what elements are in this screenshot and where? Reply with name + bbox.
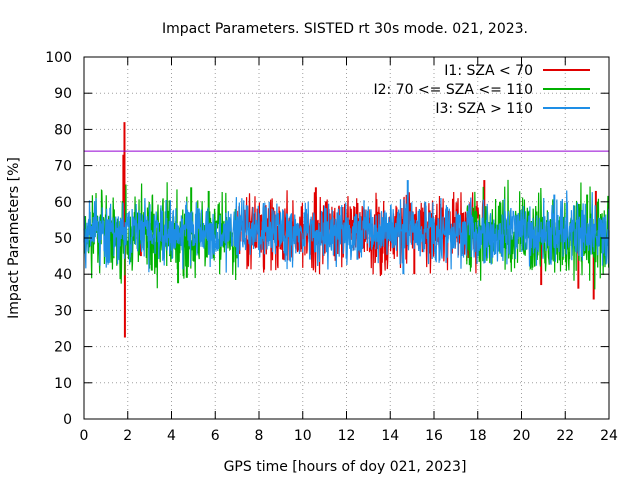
y-tick-label: 80 [54,122,72,138]
x-tick-label: 8 [255,428,264,444]
y-tick-label: 0 [63,412,72,428]
y-tick-label: 40 [54,267,72,283]
series-layer [83,122,610,338]
x-tick-label: 18 [469,428,487,444]
x-tick-label: 22 [556,428,574,444]
x-tick-label: 20 [513,428,531,444]
y-tick-label: 90 [54,86,72,102]
y-tick-label: 100 [45,50,72,66]
x-tick-label: 24 [600,428,618,444]
x-tick-label: 2 [123,428,132,444]
x-tick-label: 0 [80,428,89,444]
series-3 [83,180,610,275]
legend-label: I1: SZA < 70 [444,63,533,79]
x-tick-label: 10 [294,428,312,444]
y-tick-label: 60 [54,195,72,211]
legend-label: I2: 70 <= SZA <= 110 [373,82,533,98]
y-tick-label: 70 [54,159,72,175]
y-tick-label: 30 [54,303,72,319]
legend-label: I3: SZA > 110 [435,101,533,117]
y-tick-label: 50 [54,231,72,247]
x-axis-label: GPS time [hours of doy 021, 2023] [224,459,467,475]
x-tick-label: 16 [425,428,443,444]
y-axis-label: Impact Parameters [%] [6,157,22,319]
chart-title: Impact Parameters. SISTED rt 30s mode. 0… [162,21,528,37]
plot-frame [83,56,610,420]
x-tick-label: 4 [167,428,176,444]
x-tick-label: 12 [338,428,356,444]
legend: I1: SZA < 70 I2: 70 <= SZA <= 110 I3: SZA … [373,63,590,117]
x-tick-label: 6 [211,428,220,444]
series-trace [83,190,610,273]
y-tick-label: 10 [54,376,72,392]
y-tick-label: 20 [54,340,72,356]
x-tick-label: 14 [381,428,399,444]
